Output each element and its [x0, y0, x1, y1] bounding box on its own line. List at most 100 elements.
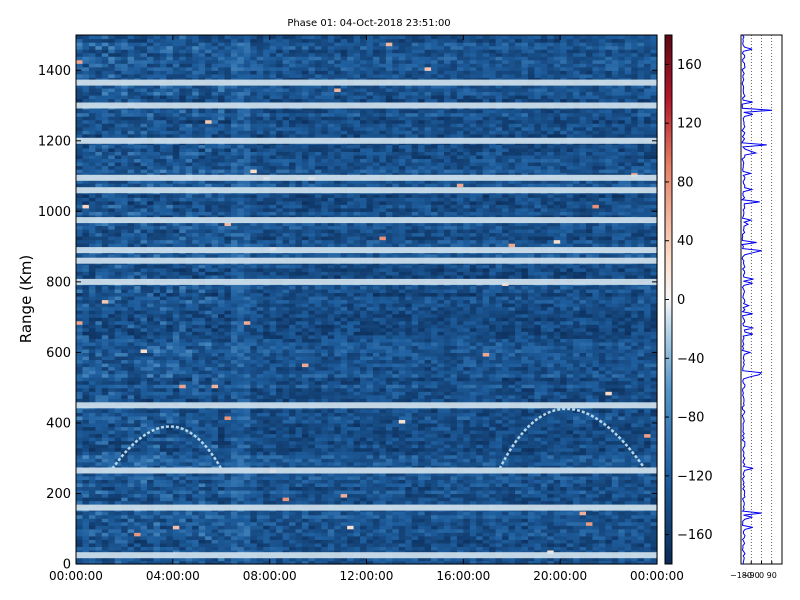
- heatmap-cell: [269, 412, 277, 417]
- heatmap-cell: [347, 394, 355, 399]
- heatmap-cell: [282, 475, 290, 480]
- heatmap-cell: [185, 482, 193, 488]
- heatmap-cell: [534, 370, 542, 375]
- heatmap-cell: [334, 444, 342, 449]
- heatmap-cell: [482, 479, 490, 484]
- heatmap-cell: [269, 500, 277, 505]
- heatmap-cell: [269, 422, 277, 428]
- heatmap-cell: [372, 514, 381, 519]
- heatmap-cell: [224, 454, 232, 459]
- heatmap-cell: [418, 521, 426, 526]
- heatmap-cell: [185, 422, 193, 428]
- heatmap-cell: [301, 447, 309, 452]
- heatmap-cell: [431, 535, 439, 540]
- heatmap-cell: [598, 391, 606, 396]
- heatmap-cell: [521, 398, 529, 403]
- heatmap-cell: [243, 472, 251, 477]
- heatmap-cell: [605, 440, 613, 445]
- heatmap-cell: [585, 532, 594, 537]
- heatmap-cell: [127, 546, 135, 551]
- heatmap-cell: [456, 426, 464, 431]
- heatmap-cell: [250, 373, 258, 378]
- heatmap-cell: [101, 370, 109, 375]
- heatmap-cell: [88, 394, 96, 399]
- heatmap-cell: [650, 486, 658, 491]
- heatmap-cell: [243, 556, 251, 562]
- heatmap-cell: [573, 451, 581, 456]
- heatmap-cell: [405, 440, 413, 445]
- heatmap-cell: [398, 500, 406, 505]
- heatmap-cell: [114, 525, 122, 530]
- heatmap-cell: [101, 479, 109, 484]
- heatmap-cell: [547, 482, 555, 488]
- heatmap-cell: [495, 546, 503, 551]
- heatmap-cell: [560, 458, 568, 463]
- heatmap-cell: [469, 511, 477, 516]
- heatmap-cell: [469, 419, 477, 424]
- heatmap-cell: [237, 422, 245, 428]
- heatmap-cell: [237, 461, 245, 466]
- heatmap-cell: [605, 539, 613, 544]
- heatmap-cell: [88, 549, 96, 555]
- heatmap-cell: [437, 549, 445, 555]
- heatmap-cell: [598, 465, 606, 470]
- heatmap-cell: [443, 475, 452, 480]
- heatmap-cell: [547, 377, 555, 382]
- heatmap-cell: [121, 380, 129, 385]
- heatmap-cell: [276, 419, 284, 424]
- heatmap-cell: [650, 521, 658, 526]
- heatmap-cell: [534, 560, 542, 565]
- heatmap-cell: [521, 556, 529, 562]
- heatmap-cell: [502, 380, 510, 385]
- heatmap-cell: [431, 500, 439, 505]
- heatmap-cell: [250, 518, 258, 523]
- heatmap-cell: [611, 539, 619, 544]
- heatmap-cell: [527, 444, 535, 449]
- heatmap-cell: [159, 444, 167, 449]
- heatmap-cell: [573, 542, 581, 547]
- heatmap-cell: [456, 546, 464, 551]
- heatmap-cell: [140, 532, 148, 537]
- heatmap-cell: [637, 426, 645, 431]
- heatmap-cell: [153, 465, 161, 470]
- heatmap-cell: [282, 549, 290, 555]
- heatmap-cell: [108, 419, 116, 424]
- heatmap-cell: [521, 532, 529, 537]
- heatmap-cell: [95, 458, 103, 463]
- heatmap-cell: [573, 479, 581, 484]
- heatmap-cell: [159, 422, 167, 428]
- heatmap-cell: [289, 391, 297, 396]
- heatmap-cell: [443, 525, 452, 530]
- heatmap-cell: [418, 444, 426, 449]
- heatmap-cell: [179, 486, 187, 491]
- heatmap-cell: [166, 486, 174, 491]
- heatmap-cell: [618, 419, 626, 424]
- heatmap-cell: [159, 461, 167, 466]
- heatmap-cell: [230, 518, 238, 523]
- heatmap-cell: [527, 549, 535, 555]
- heatmap-cell: [418, 482, 426, 488]
- heatmap-cell: [379, 373, 387, 378]
- heatmap-cell: [250, 422, 258, 428]
- heatmap-cell: [263, 444, 271, 449]
- heatmap-cell: [508, 528, 516, 533]
- heatmap-cell: [334, 546, 342, 551]
- heatmap-cell: [618, 394, 626, 399]
- heatmap-cell: [301, 433, 309, 438]
- heatmap-cell: [179, 535, 187, 540]
- heatmap-cell: [405, 489, 413, 495]
- heatmap-cell: [101, 532, 109, 537]
- heatmap-cell: [424, 486, 432, 491]
- heatmap-cell: [463, 475, 471, 480]
- heatmap-cell: [166, 444, 174, 449]
- heatmap-cell: [424, 377, 432, 382]
- heatmap-cell: [443, 479, 452, 484]
- heatmap-cell: [443, 458, 452, 463]
- heatmap-cell: [566, 426, 574, 431]
- heatmap-cell: [314, 489, 322, 495]
- heatmap-cell: [527, 394, 535, 399]
- heatmap-cell: [644, 444, 652, 449]
- heatmap-cell: [521, 472, 529, 477]
- heatmap-cell: [76, 482, 84, 488]
- heatmap-cell: [198, 511, 206, 516]
